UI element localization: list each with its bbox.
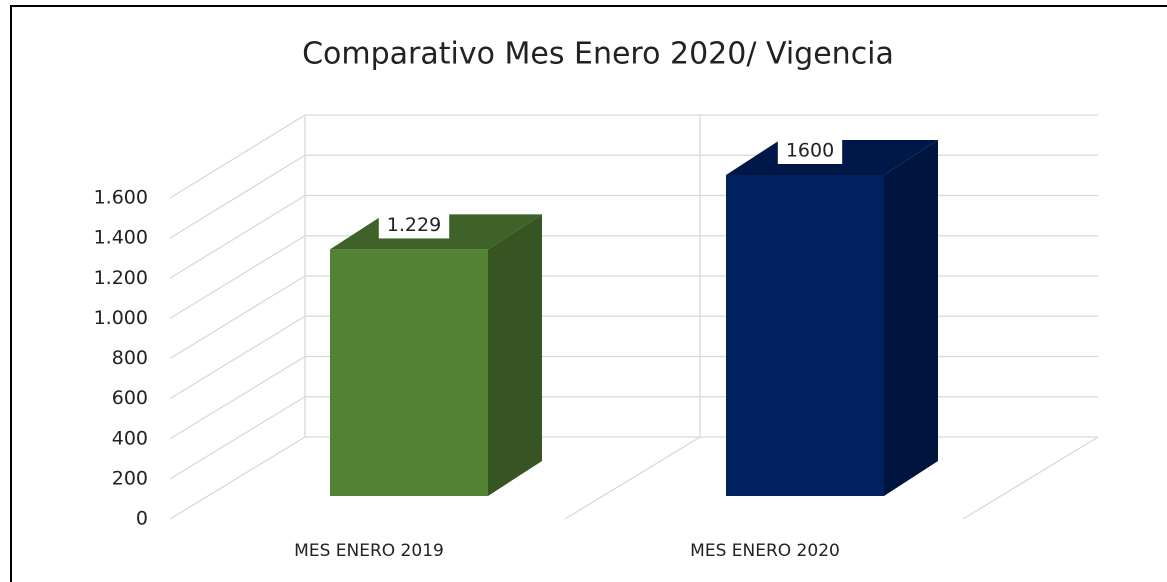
x-tick-label: MES ENERO 2019 xyxy=(294,541,444,561)
side-grid-line xyxy=(169,355,306,440)
x-tick-label: MES ENERO 2020 xyxy=(690,541,840,561)
y-tick-label: 1.600 xyxy=(94,187,148,209)
data-label: 1.229 xyxy=(387,214,441,236)
y-tick-label: 200 xyxy=(112,467,148,489)
data-label-box xyxy=(378,212,450,239)
bar-side xyxy=(488,214,542,496)
side-grid-line xyxy=(169,154,306,239)
y-tick-label: 1.400 xyxy=(94,227,148,249)
side-grid-line xyxy=(169,275,306,360)
bar-side xyxy=(884,140,938,496)
floor-line xyxy=(962,436,1099,520)
side-grid-line xyxy=(169,235,306,319)
bar xyxy=(330,249,488,496)
chart-title: Comparativo Mes Enero 2020/ Vigencia xyxy=(302,37,894,72)
side-grid-line xyxy=(169,114,306,199)
y-tick-label: 800 xyxy=(112,347,148,369)
y-tick-label: 600 xyxy=(112,387,148,409)
bar xyxy=(726,175,884,496)
floor-line xyxy=(564,436,701,520)
data-label: 1600 xyxy=(786,140,834,162)
side-grid-line xyxy=(169,315,306,400)
y-tick-label: 1.000 xyxy=(94,307,148,329)
side-grid-line xyxy=(169,396,306,480)
y-tick-label: 0 xyxy=(136,508,148,530)
y-tick-label: 1.200 xyxy=(94,267,148,289)
side-grid-line xyxy=(169,436,306,520)
data-label-box xyxy=(777,138,843,164)
side-grid-line xyxy=(169,194,306,279)
chart-frame xyxy=(10,5,1167,582)
y-tick-label: 400 xyxy=(112,427,148,449)
